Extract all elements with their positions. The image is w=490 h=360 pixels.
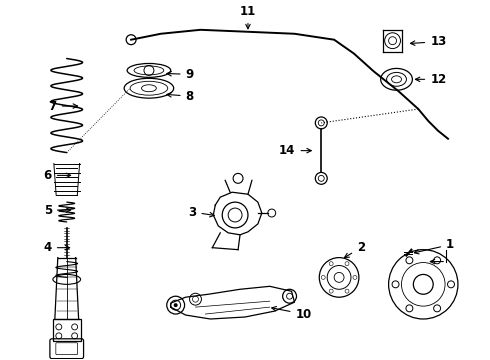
Text: 8: 8 <box>167 90 194 103</box>
Text: 11: 11 <box>240 5 256 29</box>
Text: 10: 10 <box>272 306 312 320</box>
Text: 12: 12 <box>416 73 446 86</box>
Text: 4: 4 <box>44 241 70 254</box>
Text: 5: 5 <box>44 203 71 217</box>
Text: 7: 7 <box>49 100 77 113</box>
Text: 9: 9 <box>167 68 194 81</box>
Text: 1: 1 <box>415 238 454 254</box>
Text: 2: 2 <box>344 241 365 257</box>
Text: 6: 6 <box>44 169 71 182</box>
Text: 13: 13 <box>411 35 446 48</box>
Circle shape <box>173 303 178 307</box>
Text: 3: 3 <box>188 206 214 219</box>
Text: 14: 14 <box>279 144 311 157</box>
